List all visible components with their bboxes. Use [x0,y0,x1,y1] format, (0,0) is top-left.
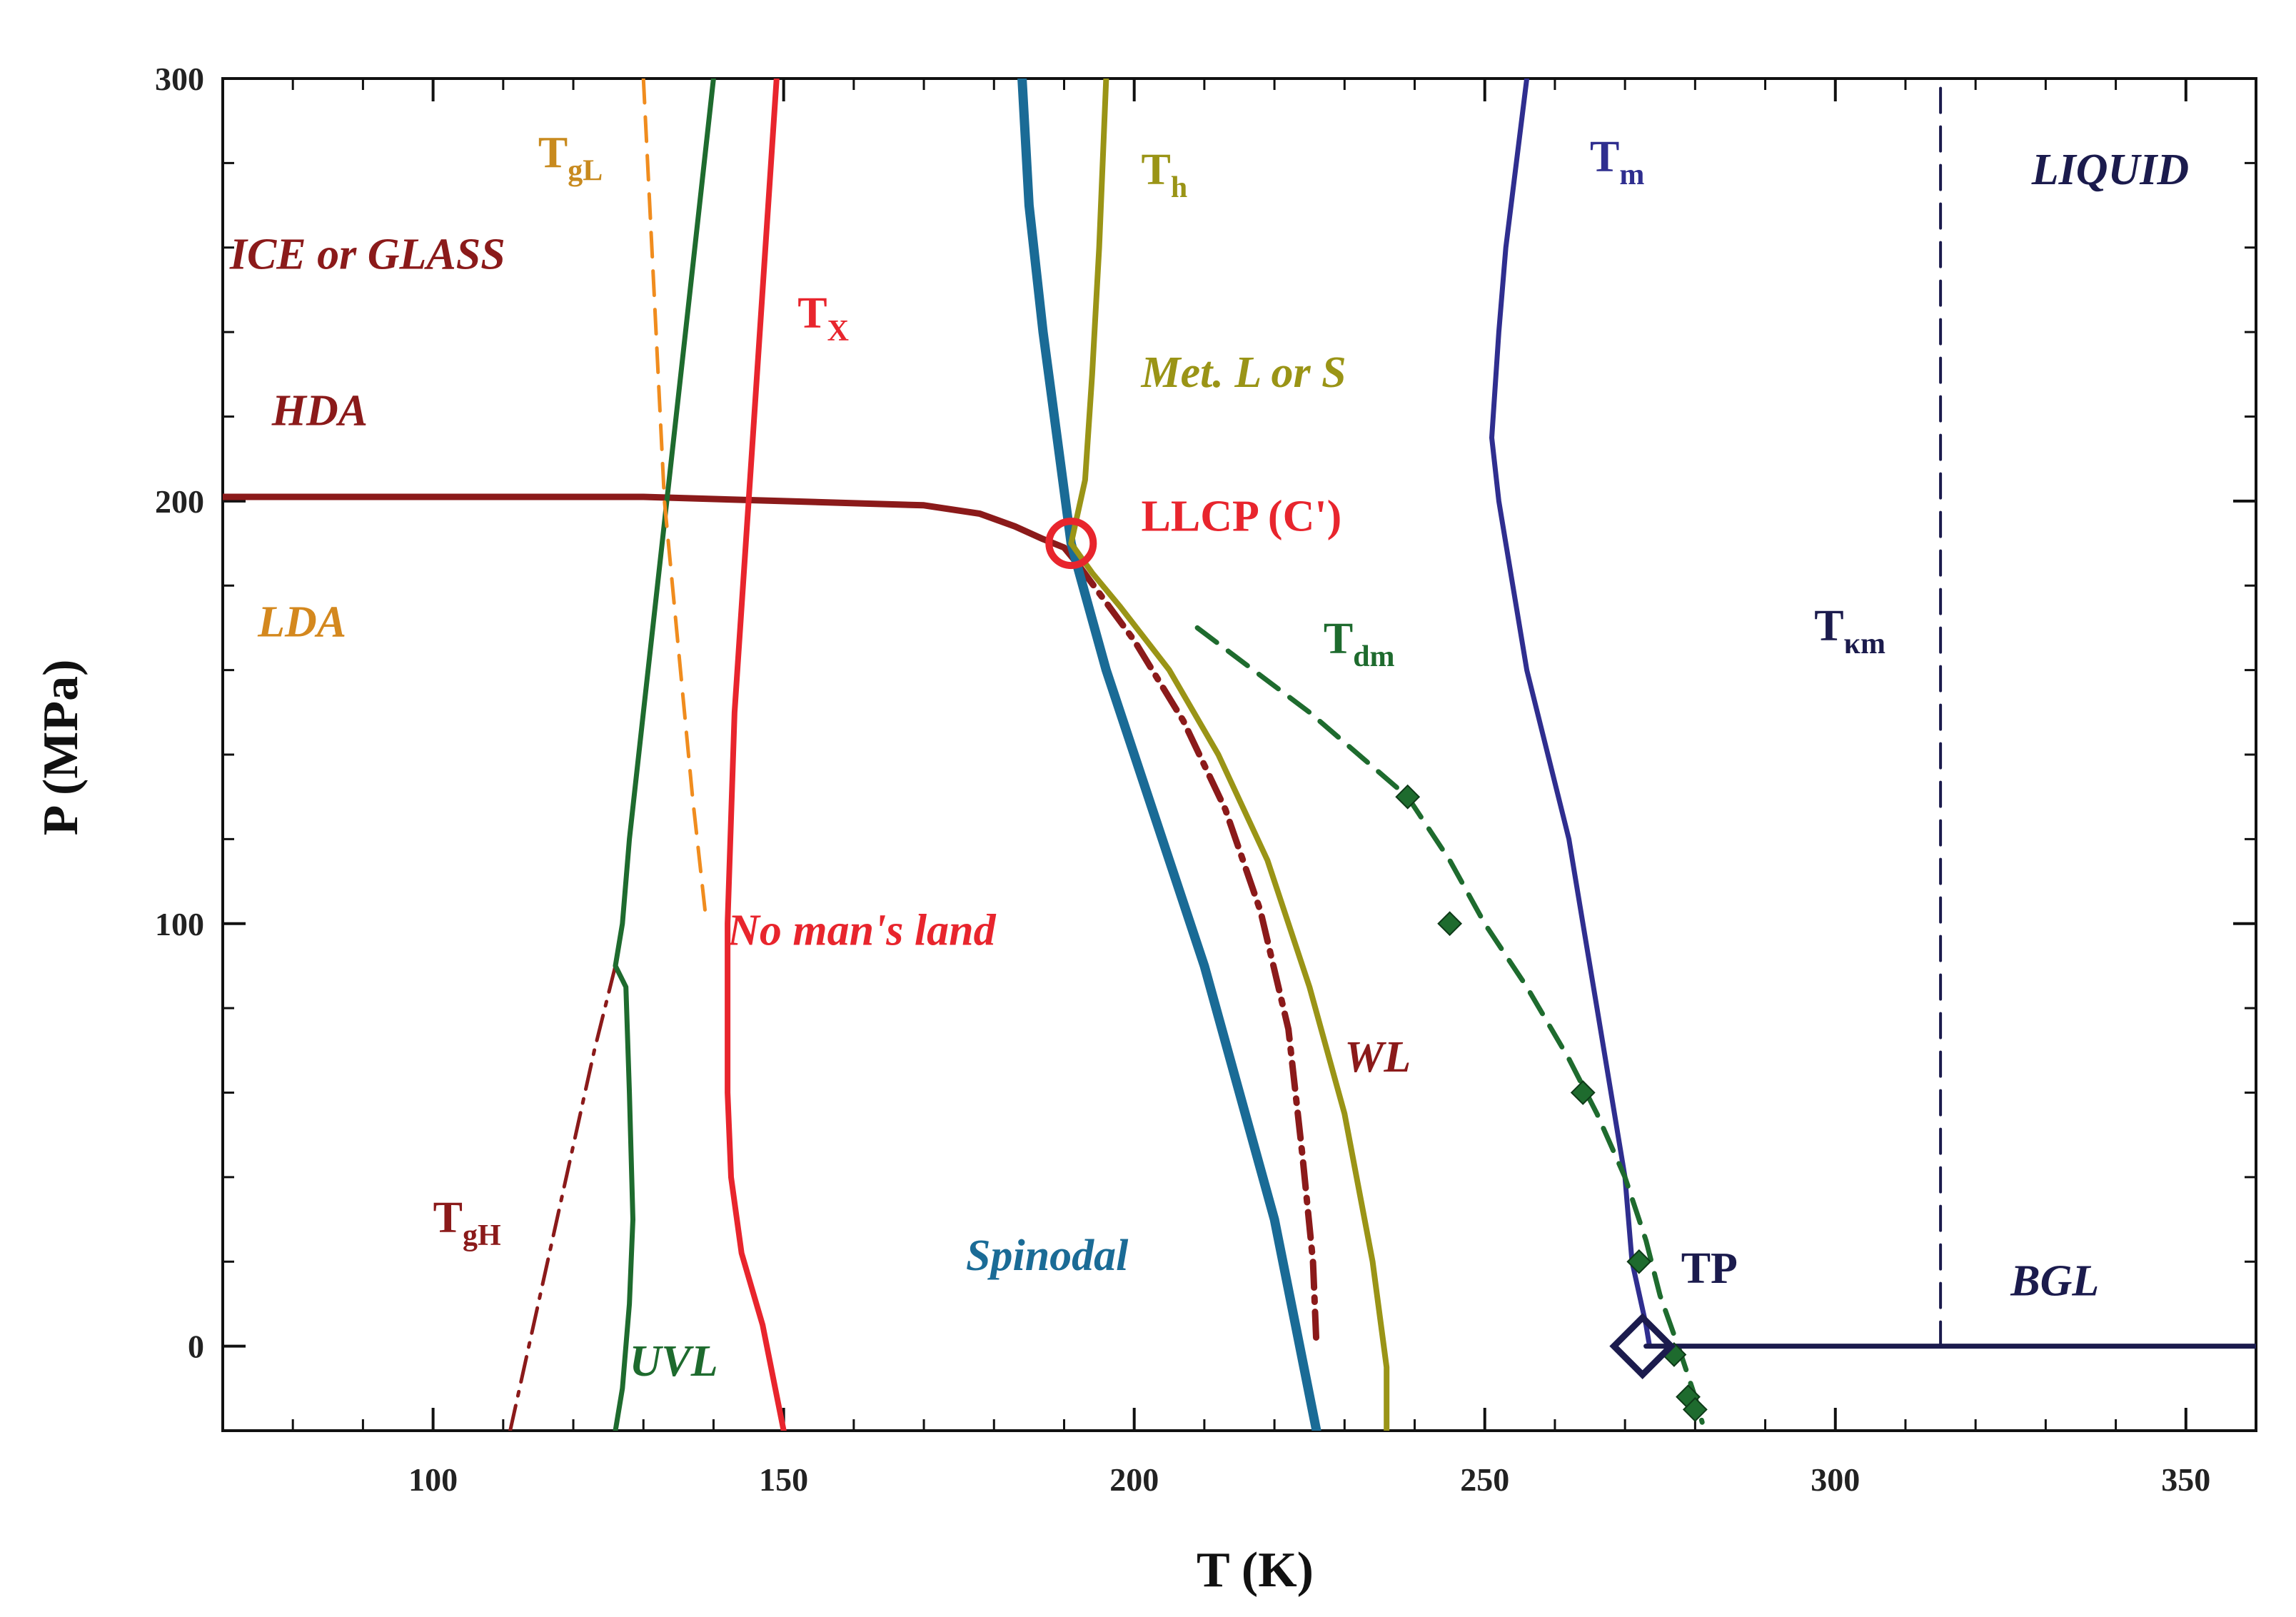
annotation-met-l-or-s: Met. L or S [1141,348,1346,397]
tdm-data-marker [1626,1249,1652,1274]
annotation-hda: HDA [271,386,368,435]
x-tick-label: 300 [1811,1461,1860,1498]
axes-layer: T (K) P (MPa) 100 150 200 250 300 350 0 100 200 3… [34,61,2210,1598]
y-axis-title: P (MPa) [34,660,89,836]
annotation-bgl: BGL [2010,1257,2099,1306]
plot-area [221,77,2257,1432]
triple-point-marker [1609,1313,1676,1379]
annotation-spinodal: Spinodal [966,1231,1129,1280]
y-tick-label: 300 [155,61,204,97]
annotation-tm: Tm [1590,133,1644,191]
annotation-tgl: TgL [538,129,603,187]
series-line-wl [1074,561,1320,1350]
llcp-marker [1045,518,1097,570]
y-tick-label: 100 [155,906,204,942]
series-line-hda-lda-boundary [223,493,1082,568]
marker-layer [1045,518,1708,1422]
annotation-tp: TP [1681,1244,1738,1293]
annotation-layer: ICE or GLASS HDA LDA TgL TX Th Met. L or S LLCP… [229,129,2189,1386]
series-layer [223,79,2256,1431]
x-axis-title: T (K) [1197,1543,1314,1598]
series-line-tgh [508,964,618,1431]
series-line-uvl [613,963,635,1431]
annotation-tκm: Tκm [1814,602,1885,660]
annotation-lda: LDA [257,598,346,646]
series-line-tdm [1194,625,1705,1425]
annotation-tdm: Tdm [1324,615,1395,673]
tdm-data-marker [1682,1396,1708,1422]
series-line-spinodal [1017,79,1321,1431]
x-tick-label: 150 [759,1461,808,1498]
series-line-tgl [641,79,709,926]
tdm-data-marker [1395,784,1421,810]
tdm-data-marker [1437,911,1463,937]
x-tick-label: 250 [1460,1461,1509,1498]
annotation-ice-or-glass: ICE or GLASS [229,230,505,278]
annotation-tgh: TgH [433,1194,501,1252]
annotation-uvl: UVL [630,1337,718,1386]
plot-frame [221,77,2257,1432]
x-tick-label: 200 [1109,1461,1159,1498]
annotation-liquid: LIQUID [2031,146,2189,194]
annotation-no-man-s-land: No man's land [727,906,997,954]
series-line-tx [725,79,787,1431]
annotation-th: Th [1142,146,1188,204]
annotation-tx: TX [797,289,849,348]
x-tick-label: 350 [2161,1461,2210,1498]
annotation-wl: WL [1344,1033,1411,1082]
series-line-tm [1489,79,1652,1349]
y-tick-label: 0 [188,1329,204,1365]
series-line-tg-glass-line [613,79,716,969]
annotation-llcp-c: LLCP (C') [1142,492,1342,540]
tdm-data-marker [1570,1080,1596,1105]
x-tick-label: 100 [408,1461,458,1498]
series-line-th [1068,79,1390,1431]
y-tick-label: 200 [155,483,204,520]
